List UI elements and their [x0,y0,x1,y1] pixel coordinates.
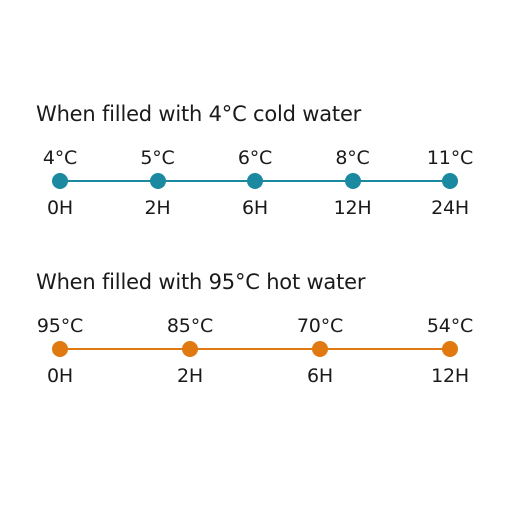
cold-temperature-label: 6°C [237,147,273,169]
hot-time-label: 2H [177,365,203,387]
hot-time-label: 0H [47,365,73,387]
hot-timeline-dot [312,341,328,357]
hot-water-title: When filled with 95°C hot water [36,270,366,294]
hot-water-timeline: 95°C 0H 85°C 2H 70°C 6H 54°C 12H [0,268,510,408]
hot-temperature-label: 85°C [166,315,214,337]
cold-time-label: 2H [144,197,171,219]
cold-timeline-dot [344,173,361,189]
hot-temperature-label: 95°C [36,315,84,337]
cold-time-label: 6H [242,197,268,219]
cold-time-label: 12H [333,197,372,219]
hot-time-label: 6H [307,365,333,387]
cold-water-title: When filled with 4°C cold water [36,102,362,126]
cold-temperature-label: 11°C [426,147,474,169]
cold-timeline-dot [52,173,68,189]
cold-temperature-label: 5°C [140,147,175,169]
hot-timeline-line [60,348,450,350]
cold-temperature-label: 4°C [42,147,78,169]
hot-timeline-dot [182,341,198,357]
cold-timeline-dot [442,173,458,189]
cold-timeline-dot [247,173,263,189]
hot-timeline-dot [442,341,458,357]
cold-water-timeline: 4°C 0H 5°C 2H 6°C 6H 8°C 12H 11°C 24H [0,100,510,240]
cold-time-label: 24H [431,197,469,219]
hot-timeline-dot [52,341,68,357]
hot-temperature-label: 54°C [426,315,474,337]
cold-timeline-dot [149,173,166,189]
hot-temperature-label: 70°C [296,315,344,337]
cold-temperature-label: 8°C [335,147,370,169]
hot-time-label: 12H [431,365,469,387]
cold-time-label: 0H [47,197,73,219]
